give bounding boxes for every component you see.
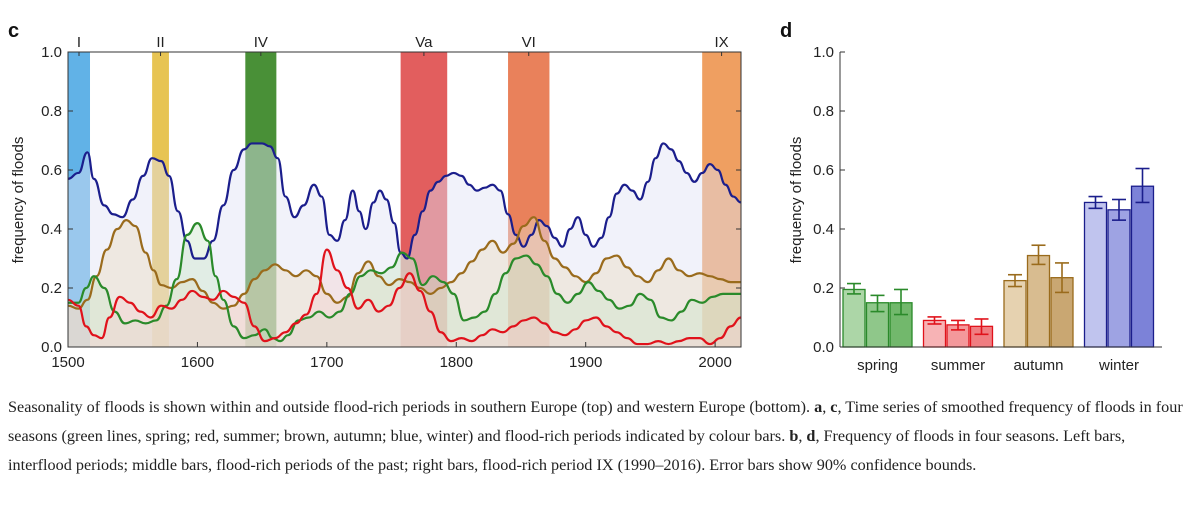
caption-panel-a: a — [814, 398, 823, 416]
caption-text-2: , Time series of smoothed frequency of f… — [8, 398, 1183, 445]
c-ytick-label-2: 0.4 — [41, 221, 62, 238]
d-ytick-label-4: 0.8 — [813, 103, 834, 120]
series-line-0 — [67, 142, 742, 260]
series-fill-3 — [68, 249, 741, 347]
bar-spring-0 — [842, 288, 866, 348]
period-bars — [68, 52, 741, 347]
caption-sep-1: , — [822, 398, 831, 416]
period-label-II: II — [156, 34, 164, 51]
d-ytick-label-2: 0.4 — [813, 221, 834, 238]
period-label-IV: IV — [254, 34, 268, 51]
period-label-I: I — [77, 34, 81, 51]
c-xtick-label-3: 1800 — [440, 354, 473, 371]
caption-panel-d: d — [806, 427, 816, 445]
d-ytick-label-5: 1.0 — [813, 44, 834, 61]
c-ytick-label-1: 0.2 — [41, 280, 62, 297]
period-label-VI: VI — [522, 34, 536, 51]
c-xtick-label-1: 1600 — [181, 354, 214, 371]
panel-d-axes — [839, 52, 1162, 348]
panel-c-frame — [67, 51, 742, 348]
caption-sep-2: , — [798, 427, 807, 445]
panel-c-axes — [67, 51, 742, 348]
d-ytick-label-3: 0.6 — [813, 162, 834, 179]
period-bar-IV — [245, 52, 277, 347]
c-ytick-label-5: 1.0 — [41, 44, 62, 61]
period-labels: I II IV Va VI IX — [77, 34, 729, 56]
panel-d-bar-chart: d frequency of floods spring summer autumn… — [780, 20, 1162, 374]
c-xtick-label-4: 1900 — [569, 354, 602, 371]
panel-c-ticks: 0.0 0.2 0.4 0.6 0.8 1.0 1500 1600 1700 1800 1900 20… — [41, 44, 741, 371]
period-bar-I — [68, 52, 91, 347]
series-fill-2 — [68, 223, 741, 347]
series-line-3 — [67, 248, 742, 346]
bar-winter-0 — [1083, 201, 1108, 348]
figure-caption: Seasonality of floods is shown within an… — [8, 393, 1188, 480]
d-ytick-label-0: 0.0 — [813, 339, 834, 356]
panel-d-letter: d — [780, 20, 792, 42]
series-fill-0 — [68, 143, 741, 347]
c-xtick-label-0: 1500 — [51, 354, 84, 371]
caption-text-3: , Frequency of floods in four seasons. L… — [8, 427, 1126, 474]
bar-winter-1 — [1107, 209, 1131, 348]
c-ytick-label-3: 0.6 — [41, 162, 62, 179]
period-bar-VI — [508, 52, 550, 347]
bar-autumn-1 — [1026, 254, 1051, 348]
panel-d-y-axis-label: frequency of floods — [788, 137, 805, 264]
caption-panel-b: b — [789, 427, 799, 445]
series-lines — [67, 142, 742, 346]
period-label-Va: Va — [415, 34, 433, 51]
c-xtick-label-2: 1700 — [310, 354, 343, 371]
period-label-IX: IX — [714, 34, 728, 51]
caption-text-1: Seasonality of floods is shown within an… — [8, 398, 815, 416]
panel-c-y-axis-label: frequency of floods — [10, 137, 27, 264]
d-ytick-label-1: 0.2 — [813, 280, 834, 297]
panel-d-ticks: spring summer autumn winter 0.0 0.2 0.4 0.6 0.8 1… — [813, 44, 1139, 374]
category-label-summer: summer — [931, 357, 985, 374]
series-line-2 — [68, 222, 741, 343]
panel-c-time-series: c frequency of floods I II IV Va VI IX 0.00.2… — [8, 20, 742, 371]
c-ytick-label-4: 0.8 — [41, 103, 62, 120]
category-label-autumn: autumn — [1013, 357, 1063, 374]
season-bars — [842, 167, 1155, 348]
c-xtick-label-5: 2000 — [698, 354, 731, 371]
bar-autumn-0 — [1003, 279, 1027, 348]
category-label-winter: winter — [1098, 357, 1139, 374]
caption-panel-c: c — [830, 398, 838, 416]
category-label-spring: spring — [857, 357, 898, 374]
figure: c frequency of floods I II IV Va VI IX 0.00.2… — [8, 20, 1162, 374]
panel-c-letter: c — [8, 20, 19, 42]
c-ytick-label-0: 0.0 — [41, 339, 62, 356]
bar-winter-2 — [1130, 185, 1155, 348]
